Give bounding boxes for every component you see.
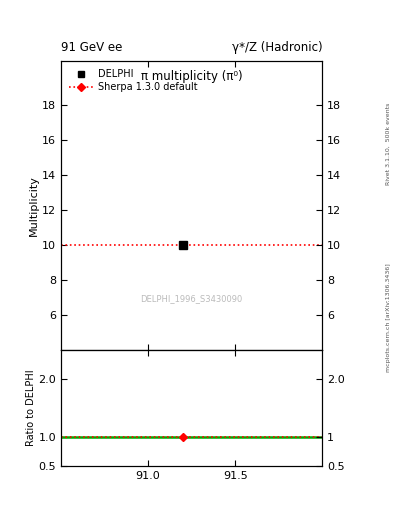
Text: γ*/Z (Hadronic): γ*/Z (Hadronic) — [231, 41, 322, 54]
Text: Rivet 3.1.10,  500k events: Rivet 3.1.10, 500k events — [386, 102, 391, 184]
Legend: DELPHI, Sherpa 1.3.0 default: DELPHI, Sherpa 1.3.0 default — [66, 66, 200, 95]
Text: π multiplicity (π⁰): π multiplicity (π⁰) — [141, 70, 242, 83]
Text: 91 GeV ee: 91 GeV ee — [61, 41, 122, 54]
Text: DELPHI_1996_S3430090: DELPHI_1996_S3430090 — [140, 294, 243, 303]
Y-axis label: Ratio to DELPHI: Ratio to DELPHI — [26, 370, 35, 446]
Y-axis label: Multiplicity: Multiplicity — [29, 176, 39, 237]
Text: mcplots.cern.ch [arXiv:1306.3436]: mcplots.cern.ch [arXiv:1306.3436] — [386, 263, 391, 372]
